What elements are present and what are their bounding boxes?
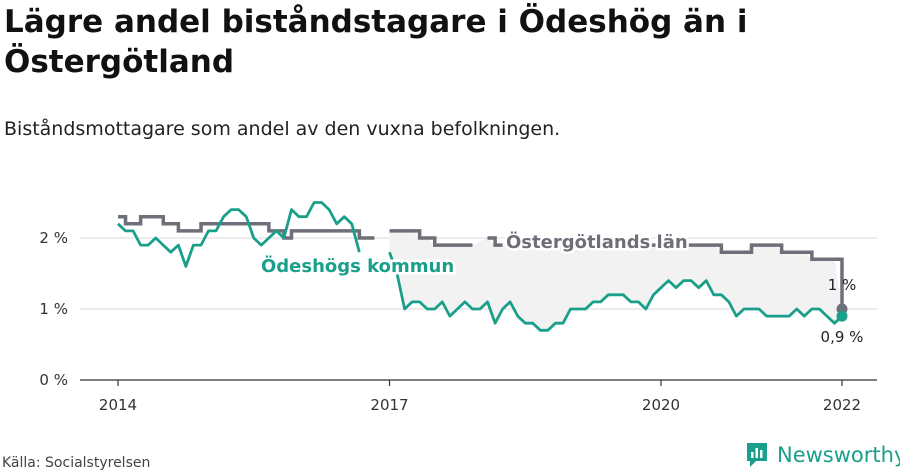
brand-name: Newsworthy (777, 443, 900, 467)
chart-title: Lägre andel biståndstagare i Ödeshög än … (4, 4, 748, 80)
endpoint-odeshog (836, 310, 848, 322)
source-note: Källa: Socialstyrelsen (2, 455, 151, 471)
series-line-odeshog (388, 251, 843, 332)
x-tick-label: 2017 (370, 396, 408, 414)
series-line-ostergotland (389, 229, 473, 247)
x-tick-label: 2020 (642, 396, 680, 414)
series-line-ostergotland (487, 236, 503, 247)
x-tick-label: 2014 (99, 396, 137, 414)
y-tick-label: 2 % (39, 229, 68, 247)
series-line-ostergotland (623, 243, 844, 309)
series-label-odeshog: Ödeshögs kommun (261, 255, 454, 277)
x-tick-label: 2022 (823, 396, 861, 414)
series-line-odeshog (117, 201, 361, 268)
series-lines (117, 201, 848, 332)
end-value-odeshog: 0,9 % (821, 328, 864, 346)
series-label-ostergotland: Östergötlands län (506, 231, 688, 253)
difference-area (389, 230, 842, 331)
brand-logo[interactable]: Newsworthy (745, 441, 900, 469)
y-tick-label: 0 % (39, 371, 68, 389)
end-value-ostergotland: 1 % (828, 276, 857, 294)
newsworthy-logo-icon (747, 443, 767, 467)
series-line-ostergotland (118, 214, 375, 240)
axes: 0 % 1 % 2 % 2014 2017 2020 2022 (39, 229, 877, 414)
series-labels: Östergötlands län Ödeshögs kommun 1 % 0,9 % (259, 229, 864, 347)
y-tick-label: 1 % (39, 300, 68, 318)
chart-subtitle: Biståndsmottagare som andel av den vuxna… (4, 118, 561, 140)
